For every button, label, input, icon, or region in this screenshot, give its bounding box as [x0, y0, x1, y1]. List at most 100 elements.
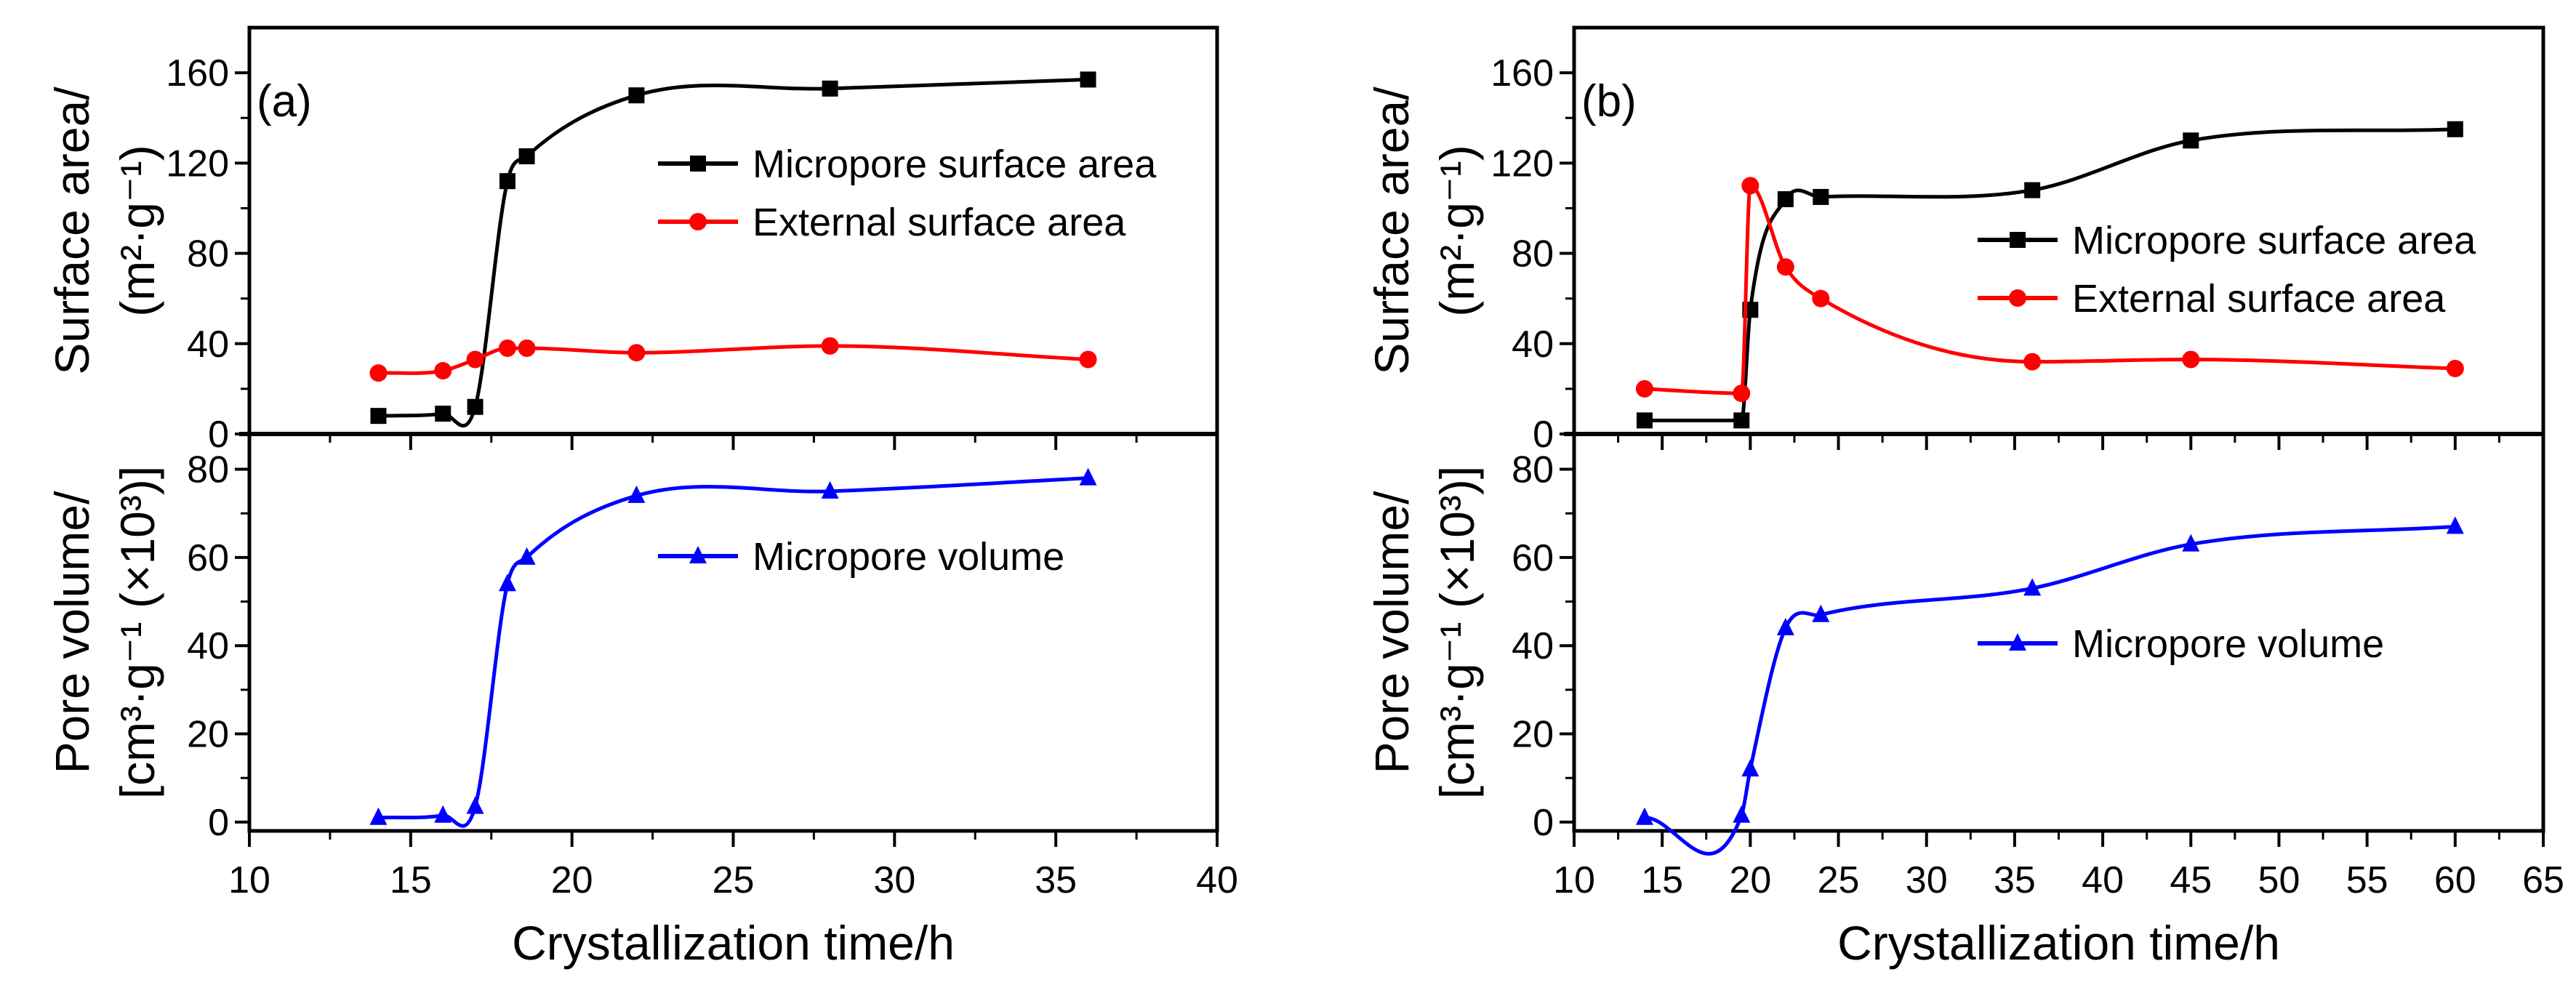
- y-tick-label-bottom: 40: [1512, 625, 1554, 667]
- series-external-surface-area: External surface area: [369, 201, 1126, 382]
- y-tick-label-bottom: 20: [1512, 714, 1554, 756]
- data-point: [1776, 617, 1794, 635]
- y-axis-title-top: Surface area/: [45, 87, 99, 375]
- y-axis-title-bottom: Pore volume/: [1365, 491, 1419, 774]
- x-axis-title: Crystallization time/h: [1837, 916, 2280, 970]
- legend-label: Micropore volume: [2072, 622, 2384, 666]
- x-tick-label: 60: [2434, 859, 2476, 901]
- y-tick-label-top: 40: [1512, 323, 1554, 366]
- y-tick-label-bottom: 20: [187, 714, 229, 756]
- data-point: [370, 408, 387, 425]
- data-point: [822, 80, 838, 97]
- y-tick-label-top: 80: [1512, 233, 1554, 276]
- x-tick-label: 50: [2258, 859, 2300, 901]
- data-point: [2023, 353, 2042, 371]
- y-tick-label-top: 80: [187, 233, 229, 276]
- data-point: [518, 547, 536, 565]
- x-tick-label: 30: [873, 859, 915, 901]
- data-point: [1636, 412, 1653, 429]
- legend-marker: [690, 156, 706, 172]
- data-point: [1733, 385, 1751, 403]
- y-tick-label-top: 160: [166, 52, 229, 95]
- data-point: [1741, 759, 1760, 777]
- x-tick-label: 40: [2082, 859, 2124, 901]
- x-tick-label: 25: [713, 859, 755, 901]
- x-tick-label: 45: [2170, 859, 2212, 901]
- y-tick-label-bottom: 40: [187, 625, 229, 667]
- legend-label: Micropore volume: [753, 535, 1064, 579]
- y-tick-label-bottom: 60: [187, 537, 229, 579]
- data-point: [1812, 289, 1830, 307]
- legend-label: External surface area: [753, 201, 1126, 244]
- data-point: [2447, 121, 2463, 137]
- data-point: [1733, 412, 1750, 429]
- y-tick-label-top: 0: [1533, 414, 1554, 456]
- data-point: [498, 574, 516, 592]
- data-point: [627, 485, 646, 503]
- series-line: [378, 77, 1088, 428]
- data-point: [821, 337, 839, 355]
- y-axis-unit-top: (m²·g⁻¹): [111, 145, 164, 316]
- data-point: [2183, 132, 2199, 149]
- series-micropore-surface-area: Micropore surface area: [1636, 121, 2476, 429]
- data-point: [467, 398, 483, 415]
- x-tick-label: 10: [1553, 859, 1595, 901]
- data-point: [1635, 379, 1653, 398]
- data-point: [369, 807, 388, 825]
- data-point: [2446, 359, 2464, 377]
- x-tick-label: 35: [1035, 859, 1077, 901]
- y-axis-title-top: Surface area/: [1365, 87, 1419, 375]
- data-point: [627, 344, 646, 362]
- x-tick-label: 55: [2346, 859, 2388, 901]
- data-point: [1079, 467, 1097, 486]
- data-point: [466, 350, 484, 369]
- panel-label: (a): [257, 76, 312, 126]
- legend-marker: [2009, 633, 2026, 651]
- x-tick-label: 35: [1994, 859, 2036, 901]
- series-line: [378, 476, 1088, 828]
- y-axis-unit-bottom: [cm³·g⁻¹ (×10³)]: [111, 466, 164, 799]
- data-point: [518, 148, 535, 165]
- x-tick-label: 15: [1641, 859, 1683, 901]
- x-tick-label: 25: [1818, 859, 1860, 901]
- data-point: [1813, 188, 1829, 205]
- data-point: [2446, 516, 2464, 534]
- x-tick-label: 65: [2522, 859, 2564, 901]
- legend-label: Micropore surface area: [753, 142, 1157, 186]
- series-line: [1644, 524, 2455, 856]
- x-tick-label: 20: [1729, 859, 1771, 901]
- y-tick-label-bottom: 0: [1533, 802, 1554, 844]
- x-tick-label: 40: [1196, 859, 1238, 901]
- y-axis-unit-bottom: [cm³·g⁻¹ (×10³)]: [1430, 466, 1484, 799]
- legend-marker: [2009, 289, 2026, 307]
- y-tick-label-bottom: 80: [1512, 449, 1554, 491]
- y-tick-label-top: 40: [187, 323, 229, 366]
- data-point: [2182, 534, 2200, 552]
- series-line: [378, 344, 1088, 375]
- plot-frame: [1572, 25, 2545, 833]
- data-point: [466, 796, 484, 814]
- legend-marker: [689, 213, 707, 230]
- legend-label: Micropore surface area: [2072, 219, 2476, 262]
- data-point: [821, 481, 839, 499]
- panel-b: 10 15 20 25 30 35 40 45 50 55 60 65 Crystallization …: [1365, 25, 2564, 970]
- x-tick-label: 20: [551, 859, 593, 901]
- series-micropore-surface-area: Micropore surface area: [370, 71, 1157, 428]
- y-tick-label-top: 160: [1490, 52, 1554, 95]
- legend-marker: [2010, 232, 2026, 248]
- y-tick-label-bottom: 0: [208, 802, 229, 844]
- panel-a: 10 15 20 25 30 35 40 Crystallization time/h 0 40 8…: [45, 25, 1238, 970]
- y-tick-label-bottom: 60: [1512, 537, 1554, 579]
- data-point: [434, 805, 452, 823]
- data-point: [369, 364, 388, 382]
- y-tick-label-top: 0: [208, 414, 229, 456]
- data-point: [2023, 578, 2042, 596]
- y-tick-label-bottom: 80: [187, 449, 229, 491]
- x-tick-label: 10: [228, 859, 270, 901]
- data-point: [1776, 258, 1794, 276]
- data-point: [435, 406, 452, 422]
- data-point: [1635, 807, 1653, 825]
- data-point: [1741, 177, 1760, 195]
- data-point: [1812, 604, 1830, 622]
